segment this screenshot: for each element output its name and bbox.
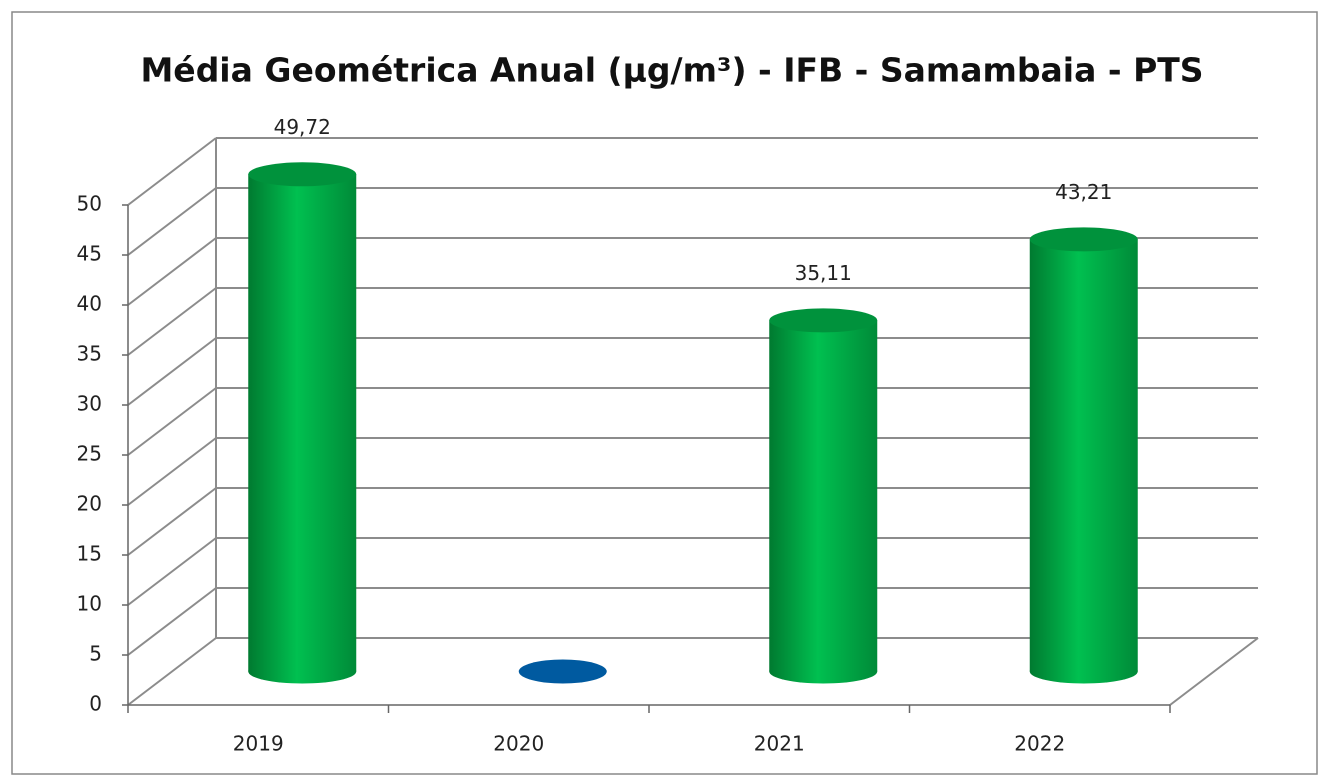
grid-line-side bbox=[127, 587, 217, 656]
cylinder-body bbox=[769, 320, 878, 672]
x-tick-label: 2020 bbox=[493, 732, 544, 756]
cylinder-top bbox=[248, 162, 357, 187]
y-tick-label: 15 bbox=[77, 542, 102, 566]
cylinder-top bbox=[769, 308, 878, 333]
x-tick-label: 2022 bbox=[1014, 732, 1065, 756]
floor-edge bbox=[1169, 637, 1259, 706]
cylinder-bottom bbox=[769, 659, 878, 684]
cylinder-top bbox=[1029, 227, 1138, 252]
x-tick-label: 2019 bbox=[233, 732, 284, 756]
grid-line-side bbox=[127, 337, 217, 406]
y-tick-label: 40 bbox=[77, 292, 102, 316]
data-label: 49,72 bbox=[274, 115, 331, 139]
y-tick-label: 10 bbox=[77, 592, 102, 616]
grid-line-side bbox=[127, 487, 217, 556]
grid-line-side bbox=[127, 137, 217, 206]
y-tick-label: 5 bbox=[89, 642, 102, 666]
y-tick-label: 50 bbox=[77, 192, 102, 216]
cylinder-top bbox=[518, 659, 607, 684]
chart-title: Média Geométrica Anual (µg/m³) - IFB - S… bbox=[140, 51, 1203, 90]
grid-line-side bbox=[127, 537, 217, 606]
grid-line-side bbox=[127, 187, 217, 256]
grid-line-side bbox=[127, 637, 217, 706]
data-label: 35,11 bbox=[795, 261, 852, 285]
grid-line-side bbox=[127, 387, 217, 456]
y-tick-label: 25 bbox=[77, 442, 102, 466]
cylinder-body bbox=[1029, 239, 1138, 672]
data-label: 43,21 bbox=[1055, 180, 1112, 204]
y-tick-label: 20 bbox=[77, 492, 102, 516]
y-tick-label: 30 bbox=[77, 392, 102, 416]
y-tick-label: 0 bbox=[89, 692, 102, 716]
x-tick-label: 2021 bbox=[754, 732, 805, 756]
cylinder-bottom bbox=[1029, 659, 1138, 684]
y-tick-label: 35 bbox=[77, 342, 102, 366]
grid-line-side bbox=[127, 237, 217, 306]
grid-line-side bbox=[127, 437, 217, 506]
cylinder-body bbox=[248, 174, 357, 672]
y-tick-label: 45 bbox=[77, 242, 102, 266]
cylinder-bottom bbox=[248, 659, 357, 684]
grid-line-side bbox=[127, 287, 217, 356]
